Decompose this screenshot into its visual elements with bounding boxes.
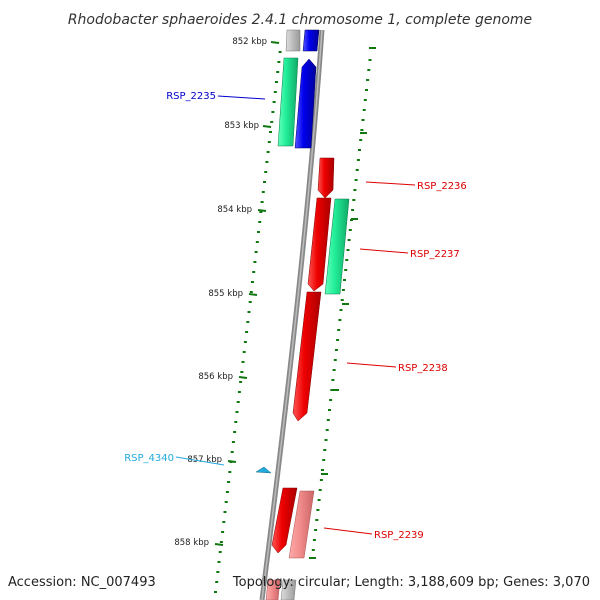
- gene-feature-bottom-partial-red[interactable]: [265, 579, 281, 600]
- backbone-highlight: [261, 29, 323, 600]
- leader-line-rsp4340: [175, 456, 225, 466]
- kbp-label-854: 854 kbp: [217, 205, 252, 215]
- leader-line-rsp2239: [323, 527, 373, 535]
- map-title: Rhodobacter sphaeroides 2.4.1 chromosome…: [68, 12, 532, 28]
- leader-line-rsp2238: [346, 362, 397, 368]
- gene-label-rsp2236[interactable]: RSP_2236: [417, 181, 467, 192]
- kbp-label-857: 857 kbp: [187, 455, 222, 465]
- major-tick: [262, 125, 272, 128]
- leader-line-rsp2237: [359, 248, 409, 254]
- major-tick: [248, 293, 258, 296]
- gene-label-rsp2239[interactable]: RSP_2239: [374, 530, 424, 541]
- major-tick: [257, 209, 267, 212]
- gene-feature-rsp2236[interactable]: [317, 157, 335, 199]
- major-tick: [227, 460, 237, 463]
- gene-feature-rsp2237-rna[interactable]: [324, 198, 350, 295]
- gene-feature-rsp2238[interactable]: [292, 291, 322, 422]
- position-tick-track-left: [214, 51, 282, 593]
- right-major-ticks: [309, 47, 376, 559]
- kbp-label-853: 853 kbp: [224, 121, 259, 131]
- gene-feature-bottom-partial-gray[interactable]: [280, 579, 297, 600]
- topology-text: Topology: circular; Length: 3,188,609 bp…: [232, 575, 590, 590]
- kbp-label-855: 855 kbp: [208, 289, 243, 299]
- gene-feature-blue-partial[interactable]: [302, 29, 320, 52]
- major-tick: [238, 376, 248, 379]
- kbp-axis: 852 kbp 853 kbp 854 kbp 855 kbp 856 kbp …: [174, 37, 280, 548]
- major-tick: [270, 41, 280, 44]
- kbp-label-852: 852 kbp: [232, 37, 267, 47]
- gene-feature-rsp2235-rna[interactable]: [277, 57, 299, 147]
- gene-feature-rsp2235[interactable]: [294, 58, 317, 149]
- position-tick-track-right: [311, 59, 372, 551]
- gene-feature-rsp4340[interactable]: [255, 466, 272, 474]
- gene-feature-rsp2239-faded[interactable]: [288, 490, 315, 559]
- kbp-label-856: 856 kbp: [198, 372, 233, 382]
- gene-label-rsp2235[interactable]: RSP_2235: [166, 91, 216, 102]
- gene-feature-rsp2237[interactable]: [307, 197, 332, 292]
- gene-label-rsp2237[interactable]: RSP_2237: [410, 249, 460, 260]
- major-tick: [214, 543, 224, 546]
- gene-label-rsp2238[interactable]: RSP_2238: [398, 363, 448, 374]
- gene-feature-rsp2239[interactable]: [271, 487, 298, 554]
- gene-label-rsp4340[interactable]: RSP_4340: [124, 453, 174, 464]
- gene-feature-gray-partial[interactable]: [285, 29, 301, 52]
- leader-line-rsp2235: [217, 95, 266, 100]
- accession-text: Accession: NC_007493: [8, 575, 156, 590]
- kbp-label-858: 858 kbp: [174, 538, 209, 548]
- leader-line-rsp2236: [365, 181, 416, 186]
